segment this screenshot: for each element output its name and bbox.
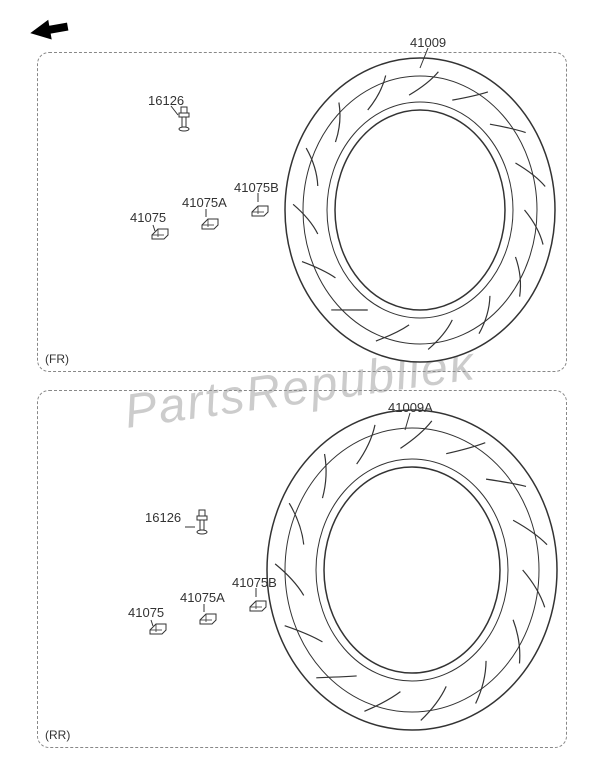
part-label: 16126 xyxy=(148,93,184,108)
nav-arrow xyxy=(28,18,78,53)
part-label: 41075B xyxy=(234,180,279,195)
part-label: 41075B xyxy=(232,575,277,590)
frame-corner-label: (RR) xyxy=(45,728,70,742)
balance-weight-2 xyxy=(250,202,272,223)
tire-1 xyxy=(257,400,567,745)
part-label: 41009 xyxy=(410,35,446,50)
part-label: 41075 xyxy=(130,210,166,225)
tire-0 xyxy=(275,48,565,377)
part-label: 41075A xyxy=(182,195,227,210)
leader-line xyxy=(418,46,430,75)
balance-weight-5 xyxy=(248,597,270,618)
frame-corner-label: (FR) xyxy=(45,352,69,366)
leader-line xyxy=(183,516,197,534)
part-label: 41009A xyxy=(388,400,433,415)
part-label: 41075 xyxy=(128,605,164,620)
part-label: 16126 xyxy=(145,510,181,525)
part-label: 41075A xyxy=(180,590,225,605)
